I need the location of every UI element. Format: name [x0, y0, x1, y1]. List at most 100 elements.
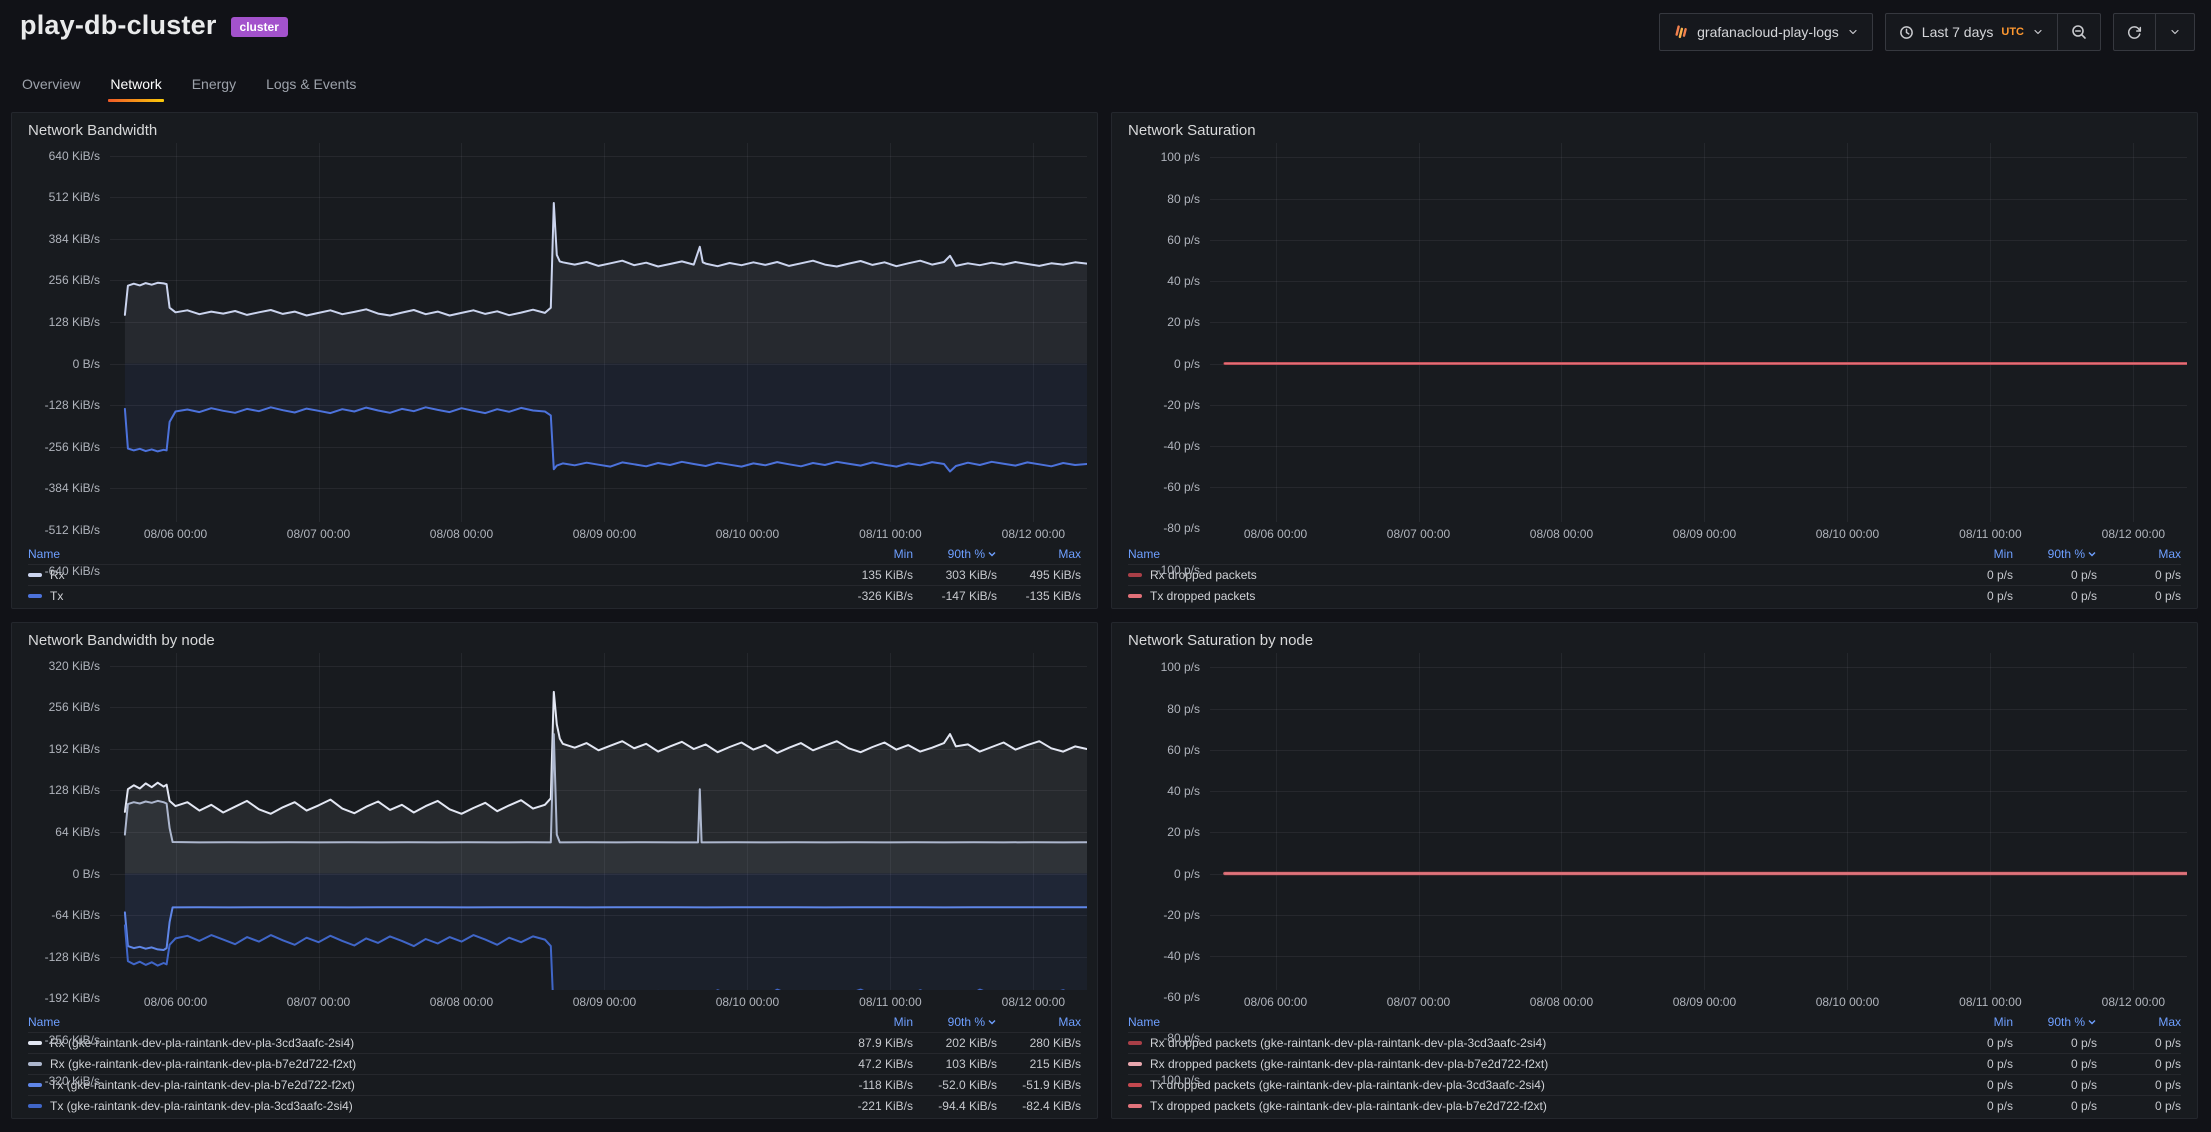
legend-column-min[interactable]: Min	[893, 1015, 913, 1029]
chevron-down-icon	[2169, 26, 2181, 38]
legend-column-max[interactable]: Max	[1058, 1015, 1081, 1029]
y-tick-label: 128 KiB/s	[48, 314, 100, 329]
tab-energy[interactable]: Energy	[191, 76, 237, 92]
y-axis: 100 p/s 80 p/s 60 p/s 40 p/s 20 p/s 0 p/s -20 …	[1122, 653, 1210, 1086]
y-tick-label: -128 KiB/s	[44, 398, 100, 412]
legend-column-name[interactable]: Name	[28, 1015, 61, 1029]
series-label: Tx dropped packets (gke-raintank-dev-pla…	[1150, 1078, 1545, 1092]
legend-series-name[interactable]: Tx dropped packets (gke-raintank-dev-pla…	[1128, 1099, 1929, 1113]
legend-row: Rx (gke-raintank-dev-pla-raintank-dev-pl…	[28, 1032, 1081, 1053]
legend-stat: 303 KiB/s	[945, 568, 997, 582]
time-series-plot[interactable]	[1210, 143, 2187, 522]
legend-column-90th[interactable]: 90th %	[2013, 1015, 2097, 1029]
legend-column-name[interactable]: Name	[1128, 1015, 1161, 1029]
tab-logs-events[interactable]: Logs & Events	[266, 76, 357, 92]
refresh-button[interactable]	[2113, 13, 2156, 51]
y-tick-label: 20 p/s	[1167, 825, 1200, 840]
zoom-out-button[interactable]	[2057, 13, 2101, 51]
legend-row: Tx dropped packets 0 p/s 0 p/s 0 p/s	[1128, 585, 2181, 606]
legend-column-max[interactable]: Max	[1058, 547, 1081, 561]
series-label: Rx dropped packets	[1150, 568, 1257, 582]
panel-network-saturation: Network Saturation 100 p/s 80 p/s 60 p/s 40…	[1111, 112, 2198, 609]
legend-series-name[interactable]: Rx (gke-raintank-dev-pla-raintank-dev-pl…	[28, 1057, 829, 1071]
time-series-plot[interactable]	[1210, 653, 2187, 990]
legend-column-90th[interactable]: 90th %	[2013, 547, 2097, 561]
chart-canvas	[110, 653, 1087, 990]
datasource-picker[interactable]: grafanacloud-play-logs	[1659, 13, 1873, 51]
panel-title[interactable]: Network Bandwidth by node	[28, 632, 215, 649]
legend-series-name[interactable]: Tx dropped packets (gke-raintank-dev-pla…	[1128, 1078, 1929, 1092]
cluster-badge: cluster	[230, 17, 288, 37]
legend-column-min[interactable]: Min	[1993, 547, 2013, 561]
legend-series-name[interactable]: Rx dropped packets	[1128, 568, 1929, 582]
legend-header: Name Min 90th % Max	[28, 544, 1081, 564]
y-tick-label: 0 B/s	[72, 356, 100, 371]
y-tick-label: 0 p/s	[1173, 866, 1200, 881]
loki-datasource-icon	[1673, 24, 1689, 40]
panel-network-bandwidth: Network Bandwidth 640 KiB/s 512 KiB/s 384 …	[11, 112, 1098, 609]
y-tick-label: 0 B/s	[72, 866, 100, 881]
legend-series-name[interactable]: Rx dropped packets (gke-raintank-dev-pla…	[1128, 1057, 1929, 1071]
timezone-label: UTC	[2001, 26, 2024, 38]
x-tick-label: 08/12 00:00	[2101, 995, 2166, 1009]
time-series-plot[interactable]	[110, 653, 1087, 990]
y-tick-label: 40 p/s	[1167, 274, 1200, 289]
x-tick-label: 08/08 00:00	[1529, 995, 1594, 1009]
panel-title[interactable]: Network Saturation by node	[1128, 632, 1314, 649]
sort-caret-icon	[2088, 552, 2096, 557]
datasource-label: grafanacloud-play-logs	[1697, 24, 1839, 40]
legend-row: Tx dropped packets (gke-raintank-dev-pla…	[1128, 1074, 2181, 1095]
panel-title[interactable]: Network Bandwidth	[28, 122, 158, 139]
legend-series-name[interactable]: Tx (gke-raintank-dev-pla-raintank-dev-pl…	[28, 1078, 829, 1092]
x-tick-label: 08/12 00:00	[1001, 527, 1066, 541]
refresh-interval-dropdown[interactable]	[2155, 13, 2195, 51]
tab-overview[interactable]: Overview	[22, 76, 81, 92]
tab-network[interactable]: Network	[108, 76, 165, 104]
x-tick-label: 08/11 00:00	[859, 527, 922, 541]
legend-series-name[interactable]: Tx dropped packets	[1128, 589, 1929, 603]
y-tick-label: -384 KiB/s	[44, 481, 100, 496]
legend-series-name[interactable]: Rx	[28, 568, 829, 582]
dashboard-toolbar: grafanacloud-play-logs Last 7 days UTC	[1659, 10, 2195, 51]
series-color-swatch	[28, 594, 42, 598]
legend-column-name[interactable]: Name	[1128, 547, 1161, 561]
legend-column-max[interactable]: Max	[2158, 547, 2181, 561]
legend-series-name[interactable]: Tx (gke-raintank-dev-pla-raintank-dev-pl…	[28, 1099, 829, 1113]
legend-column-90th[interactable]: 90th %	[913, 1015, 997, 1029]
x-tick-label: 08/08 00:00	[1529, 527, 1594, 541]
legend-series-name[interactable]: Rx dropped packets (gke-raintank-dev-pla…	[1128, 1036, 1929, 1050]
panel-grid: Network Bandwidth 640 KiB/s 512 KiB/s 384 …	[11, 112, 2198, 1119]
y-tick-label: 512 KiB/s	[48, 190, 100, 205]
legend-stat: 0 p/s	[2154, 589, 2181, 603]
y-tick-label: 100 p/s	[1160, 660, 1200, 675]
y-tick-label: 60 p/s	[1167, 232, 1200, 247]
x-tick-label: 08/11 00:00	[859, 995, 922, 1009]
legend-column-name[interactable]: Name	[28, 547, 61, 561]
legend-series-name[interactable]: Rx (gke-raintank-dev-pla-raintank-dev-pl…	[28, 1036, 829, 1050]
tab-bar: Overview Network Energy Logs & Events	[0, 58, 2211, 104]
y-tick-label: -512 KiB/s	[44, 522, 100, 537]
legend-stat: -147 KiB/s	[941, 589, 997, 603]
legend-row: Rx (gke-raintank-dev-pla-raintank-dev-pl…	[28, 1053, 1081, 1074]
legend-stat: 0 p/s	[2070, 568, 2097, 582]
time-series-plot[interactable]	[110, 143, 1087, 522]
time-range-picker[interactable]: Last 7 days UTC	[1884, 13, 2058, 51]
legend-series-name[interactable]: Tx	[28, 589, 829, 603]
legend-column-min[interactable]: Min	[893, 547, 913, 561]
x-tick-label: 08/09 00:00	[1672, 995, 1737, 1009]
legend-column-max[interactable]: Max	[2158, 1015, 2181, 1029]
legend-column-90th[interactable]: 90th %	[913, 547, 997, 561]
x-tick-label: 08/09 00:00	[572, 995, 637, 1009]
series-color-swatch	[1128, 1104, 1142, 1108]
series-color-swatch	[28, 1104, 42, 1108]
y-tick-label: 640 KiB/s	[48, 148, 100, 163]
y-axis: 320 KiB/s 256 KiB/s 192 KiB/s 128 KiB/s 64 K…	[22, 653, 110, 1088]
series-color-swatch	[1128, 594, 1142, 598]
x-tick-label: 08/09 00:00	[1672, 527, 1737, 541]
legend-stat: 0 p/s	[1986, 1078, 2013, 1092]
chart-canvas	[1210, 143, 2187, 522]
legend-column-min[interactable]: Min	[1993, 1015, 2013, 1029]
series-color-swatch	[1128, 1041, 1142, 1045]
sort-caret-icon	[988, 1020, 996, 1025]
panel-title[interactable]: Network Saturation	[1128, 122, 1256, 139]
